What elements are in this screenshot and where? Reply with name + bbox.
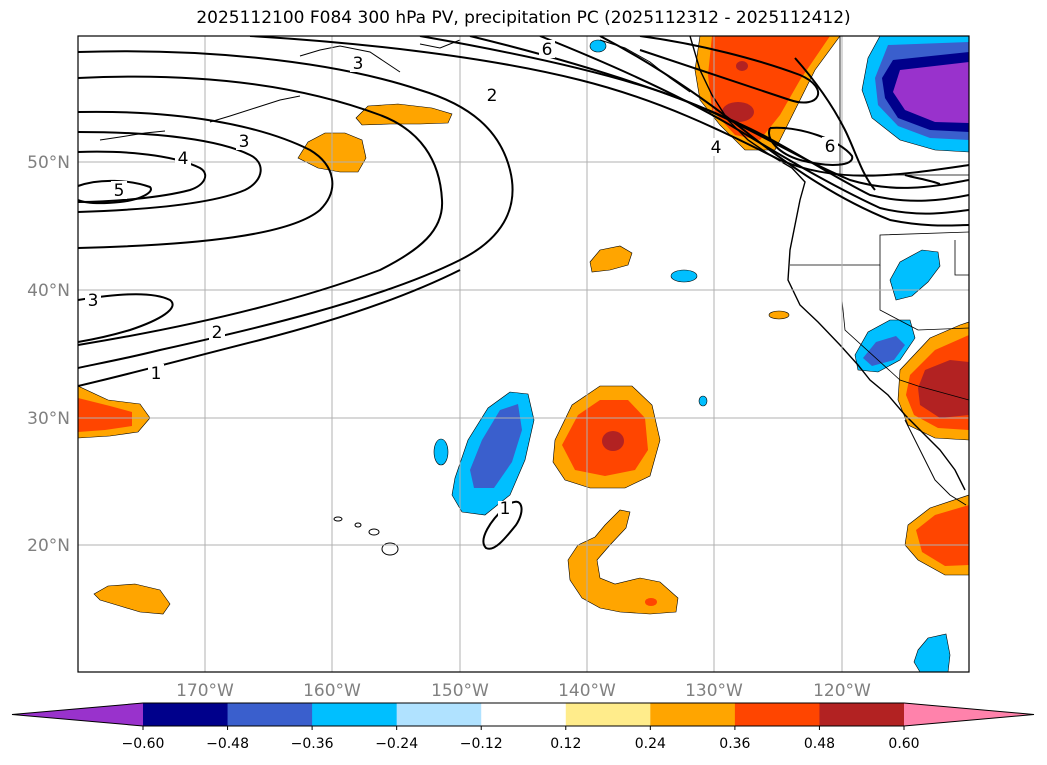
precip-blob-131w <box>670 269 698 283</box>
colorbar-segment <box>650 703 736 726</box>
colorbar-tick-label: 0.24 <box>635 736 666 752</box>
precip-blob-138w-30n <box>552 385 661 489</box>
gridlines <box>78 36 969 672</box>
contour-label: 4 <box>178 149 189 169</box>
pv-contours <box>78 36 969 550</box>
contour-label: 4 <box>711 138 722 158</box>
contour-label: 3 <box>239 132 250 152</box>
precip-blob-southwest-us <box>897 321 969 441</box>
map-area <box>78 36 969 672</box>
precip-blob-175w <box>93 583 171 615</box>
colorbar-segment <box>143 703 229 726</box>
contour-label: 3 <box>353 54 364 74</box>
colorbar-segment <box>227 703 313 726</box>
colorbar: −0.60 −0.48 −0.36 −0.24 −0.12 0.12 0.24 0.36 0.4… <box>11 702 1035 752</box>
colorbar-tick-label: −0.48 <box>206 736 249 752</box>
precip-blob-canada-negative <box>861 36 969 153</box>
lon-label: 130°W <box>685 681 743 701</box>
map-border <box>77 35 970 673</box>
colorbar-extend-min <box>12 703 143 726</box>
colorbar-tick-label: 0.12 <box>550 736 581 752</box>
colorbar-tick-label: 0.36 <box>719 736 750 752</box>
map-title: 2025112100 F084 300 hPa PV, precipitatio… <box>196 8 851 28</box>
precipitation-shading <box>78 36 969 672</box>
precip-blob-west-30n <box>78 385 151 439</box>
contour-label: 6 <box>825 137 836 157</box>
contour-label: 1 <box>500 499 511 519</box>
precip-blob-east-20n <box>904 494 969 576</box>
colorbar-segment <box>565 703 651 726</box>
precip-blob-small-top <box>589 39 607 53</box>
contour-label: 6 <box>542 40 553 60</box>
colorbar-segment <box>396 703 482 726</box>
lon-label: 140°W <box>558 681 616 701</box>
colorbar-segment <box>819 703 905 726</box>
precip-blob-152w <box>433 438 449 466</box>
precip-blob-130w <box>698 395 708 407</box>
contour-label: 5 <box>114 181 125 201</box>
colorbar-tick-label: 0.60 <box>888 736 919 752</box>
colorbar-tick-label: 0.48 <box>804 736 835 752</box>
precip-blob-148w-negative <box>451 391 535 516</box>
contour-label: 1 <box>151 364 162 384</box>
precip-blob-140w-hook <box>567 509 679 615</box>
colorbar-extend-max <box>904 703 1034 726</box>
latitude-labels: 50°N 40°N 30°N 20°N <box>27 153 70 556</box>
lon-label: 160°W <box>303 681 361 701</box>
colorbar-segment <box>481 703 567 726</box>
precip-blob-124w <box>768 310 790 320</box>
contour-label: 3 <box>88 291 99 311</box>
colorbar-tick-label: −0.60 <box>122 736 165 752</box>
precip-blob-california-negative <box>854 249 941 373</box>
colorbar-segment <box>312 703 398 726</box>
precip-blob-southeast-negative <box>913 633 951 672</box>
lat-label: 30°N <box>27 409 70 429</box>
pv-contour-labels: 3 6 2 3 4 5 4 6 3 2 1 1 <box>85 40 838 519</box>
longitude-labels: 170°W 160°W 150°W 140°W 130°W 120°W <box>176 681 871 701</box>
lat-label: 50°N <box>27 153 70 173</box>
colorbar-segment <box>734 703 820 726</box>
precip-blob-138w <box>589 245 633 273</box>
lon-label: 150°W <box>431 681 489 701</box>
lon-label: 120°W <box>813 681 871 701</box>
colorbar-tick-label: −0.24 <box>375 736 418 752</box>
contour-label: 2 <box>212 323 223 343</box>
lat-label: 20°N <box>27 536 70 556</box>
lon-label: 170°W <box>176 681 234 701</box>
colorbar-tick-label: −0.36 <box>291 736 334 752</box>
precip-blob-155w <box>355 103 453 126</box>
lat-label: 40°N <box>27 281 70 301</box>
colorbar-tick-label: −0.12 <box>460 736 503 752</box>
contour-label: 2 <box>487 86 498 106</box>
hawaii-islands <box>333 516 399 556</box>
